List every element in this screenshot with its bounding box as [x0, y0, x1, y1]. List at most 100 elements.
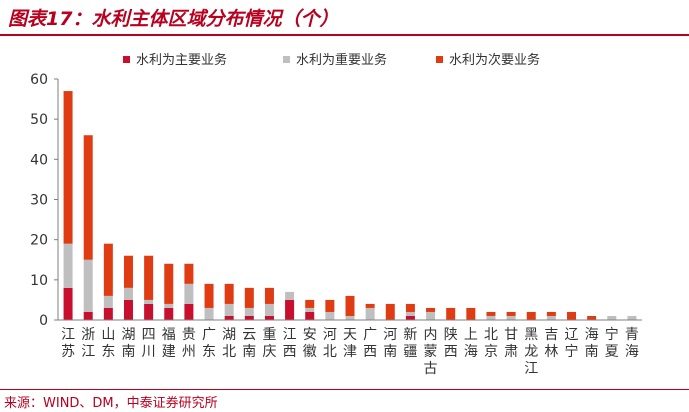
bar-segment — [63, 91, 73, 244]
bar-segment — [224, 303, 234, 316]
x-tick-label: 吉 — [544, 327, 558, 343]
y-tick-label: 50 — [30, 112, 48, 128]
title-divider — [0, 34, 689, 36]
bar-segment — [466, 307, 476, 320]
legend-swatch — [123, 56, 130, 63]
x-tick-label: 海 — [585, 327, 599, 343]
y-tick-label: 10 — [30, 273, 48, 289]
bar-segment — [103, 295, 113, 308]
bar-segment — [184, 263, 194, 284]
x-tick-label: 庆 — [262, 344, 276, 360]
x-tick-label: 南 — [383, 344, 397, 360]
x-tick-label: 甘 — [504, 327, 518, 343]
x-tick-label: 东 — [101, 344, 115, 360]
x-tick-label: 上 — [464, 327, 478, 343]
x-tick-label: 黑 — [524, 327, 538, 343]
x-tick-label: 江 — [524, 361, 538, 377]
bar-segment — [184, 303, 194, 320]
legend-swatch — [436, 56, 443, 63]
bar-segment — [365, 307, 375, 320]
bar-segment — [486, 315, 496, 320]
x-tick-label: 宁 — [565, 343, 579, 360]
x-tick-label: 江 — [283, 327, 297, 343]
bar-segment — [184, 283, 194, 304]
bar-segment — [285, 299, 295, 320]
y-tick-label: 60 — [30, 72, 48, 88]
x-tick-label: 陕 — [444, 327, 458, 343]
x-tick-label: 苏 — [61, 344, 75, 360]
x-tick-label: 京 — [484, 344, 498, 360]
bar-segment — [144, 299, 154, 304]
x-tick-label: 林 — [544, 344, 558, 360]
x-tick-label: 河 — [323, 327, 337, 343]
bar-segment — [365, 303, 375, 308]
y-tick-label: 40 — [30, 152, 48, 168]
x-tick-label: 福 — [162, 327, 176, 343]
bar-segment — [506, 311, 516, 316]
footer-divider — [0, 389, 689, 390]
x-tick-label: 海 — [464, 344, 478, 360]
x-tick-label: 河 — [383, 327, 397, 343]
x-tick-label: 宁 — [605, 326, 619, 343]
x-tick-label: 安 — [303, 327, 317, 343]
x-tick-label: 州 — [182, 344, 196, 360]
bar-segment — [385, 303, 395, 320]
bar-segment — [83, 259, 93, 312]
bar-segment — [305, 311, 315, 320]
x-tick-label: 新 — [403, 327, 417, 343]
x-tick-label: 西 — [444, 344, 458, 360]
bar-segment — [446, 307, 456, 320]
x-tick-label: 北 — [323, 344, 337, 360]
bar-segment — [325, 299, 335, 312]
y-tick-label: 0 — [39, 313, 48, 329]
bar-segment — [123, 287, 133, 300]
y-tick-label: 20 — [30, 233, 48, 249]
bar-segment — [224, 315, 234, 320]
x-tick-label: 夏 — [605, 344, 619, 360]
legend-label: 水利为次要业务 — [449, 52, 540, 68]
bar-segment — [204, 307, 214, 320]
x-axis: 江苏浙江山东湖南四川福建贵州广东湖北云南重庆江西安徽河北天津广西河南新疆内蒙古陕… — [58, 319, 642, 377]
x-tick-label: 南 — [242, 344, 256, 360]
x-tick-label: 四 — [142, 327, 156, 343]
x-tick-label: 湖 — [121, 327, 135, 343]
bar-segment — [144, 255, 154, 300]
bar-segment — [123, 299, 133, 320]
x-tick-label: 辽 — [565, 327, 579, 343]
bar-segment — [144, 303, 154, 320]
bar-segment — [345, 315, 355, 320]
x-tick-label: 山 — [101, 327, 115, 343]
x-tick-label: 南 — [121, 344, 135, 360]
x-tick-label: 海 — [625, 344, 639, 360]
bar-segment — [83, 135, 93, 260]
x-tick-label: 西 — [283, 344, 297, 360]
bar-segment — [405, 311, 415, 316]
bar-segment — [164, 303, 174, 308]
bar-segment — [285, 291, 295, 300]
bar-segment — [325, 311, 335, 320]
bar-segment — [103, 307, 113, 320]
bar-area — [63, 91, 637, 320]
bar-segment — [264, 287, 274, 304]
bar-segment — [123, 255, 133, 288]
bar-segment — [546, 315, 556, 320]
x-tick-label: 川 — [142, 344, 156, 360]
x-tick-label: 津 — [343, 344, 357, 360]
x-tick-label: 云 — [242, 327, 256, 343]
x-tick-label: 龙 — [524, 344, 538, 360]
x-tick-label: 古 — [424, 361, 438, 377]
x-tick-label: 北 — [222, 344, 236, 360]
bar-segment — [526, 311, 536, 320]
bar-segment — [405, 315, 415, 320]
bar-segment — [426, 307, 436, 312]
bar-segment — [63, 243, 73, 288]
x-tick-label: 徽 — [303, 344, 317, 360]
source-note: 来源：WIND、DM，中泰证券研究所 — [4, 396, 218, 411]
bar-segment — [607, 315, 617, 320]
chart-title: 图表17：水利主体区域分布情况（个） — [8, 8, 339, 30]
x-tick-label: 北 — [484, 327, 498, 343]
bar-segment — [345, 295, 355, 316]
bar-segment — [103, 243, 113, 296]
chart-legend: 水利为主要业务 水利为重要业务 水利为次要业务 — [123, 52, 540, 68]
bar-segment — [164, 263, 174, 304]
